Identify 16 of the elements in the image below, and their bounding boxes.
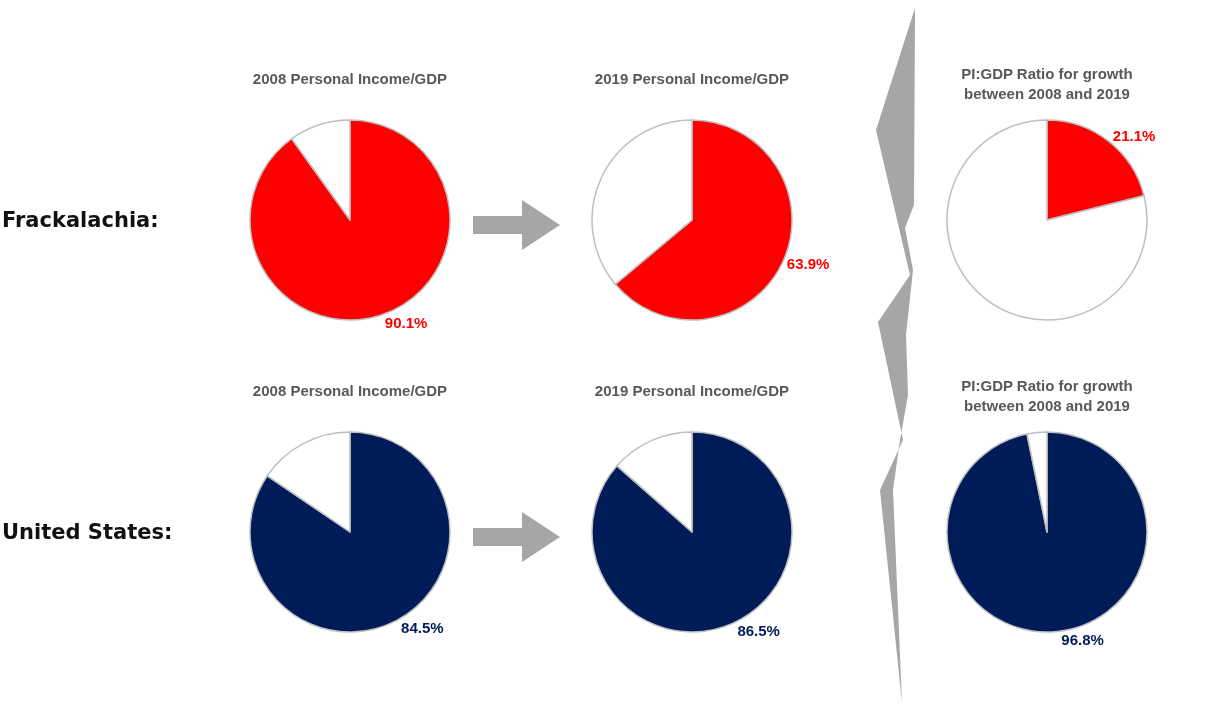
- pie-slice: [946, 431, 1148, 633]
- text: United States:: [2, 520, 173, 544]
- text: Frackalachia:: [2, 208, 159, 232]
- pie-slice: [249, 431, 451, 633]
- data-label: 63.9%: [786, 255, 830, 273]
- chart-title: PI:GDP Ratio for growth between 2008 and 2019: [961, 377, 1133, 414]
- chart-title: 2019 Personal Income/GDP: [594, 381, 790, 399]
- data-label: 90.1%: [384, 314, 428, 332]
- data-label: 84.5%: [401, 618, 444, 636]
- chart-title: 2008 Personal Income/GDP: [252, 69, 448, 87]
- data-label: 21.1%: [1112, 127, 1156, 145]
- data-label: 96.8%: [1061, 631, 1104, 649]
- chart-title: 2019 Personal Income/GDP: [594, 69, 790, 87]
- chart-title: PI:GDP Ratio for growth between 2008 and 2019: [961, 65, 1133, 102]
- chart-title: 2008 Personal Income/GDP: [252, 381, 448, 399]
- data-label: 86.5%: [737, 621, 780, 639]
